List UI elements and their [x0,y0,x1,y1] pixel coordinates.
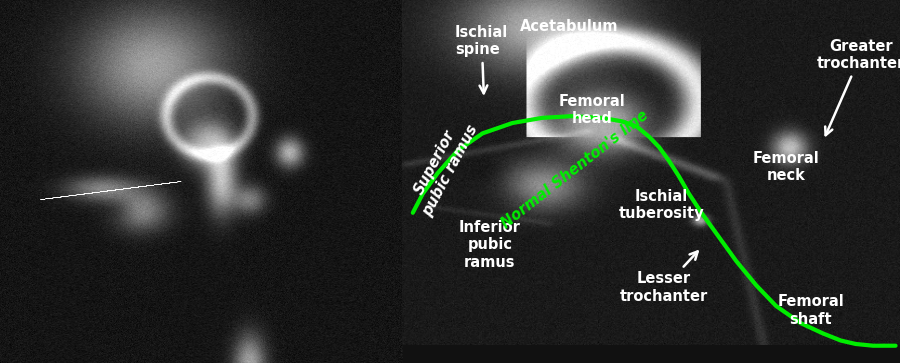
Text: Femoral
neck: Femoral neck [752,151,819,183]
Text: Ischial
tuberosity: Ischial tuberosity [619,189,705,221]
Text: Femoral
shaft: Femoral shaft [778,294,844,327]
Text: Ischial
spine: Ischial spine [455,25,508,93]
Text: Acetabulum: Acetabulum [520,20,619,34]
Text: Lesser
trochanter: Lesser trochanter [620,252,708,304]
Text: Greater
trochanter: Greater trochanter [816,39,900,135]
Text: Inferior
pubic
ramus: Inferior pubic ramus [459,220,521,269]
Text: Normal Shenton's line: Normal Shenton's line [499,108,651,232]
Text: Femoral
head: Femoral head [559,94,626,126]
Text: Superior
pubic ramus: Superior pubic ramus [404,114,481,219]
